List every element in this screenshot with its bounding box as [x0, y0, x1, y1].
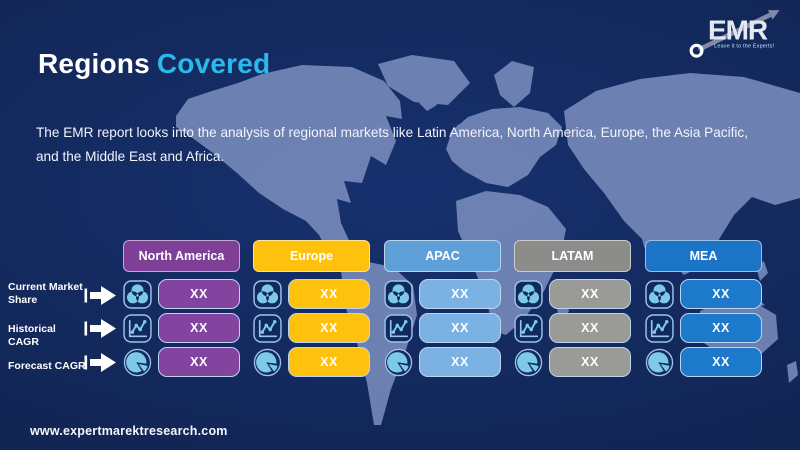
description-text: The EMR report looks into the analysis o… — [36, 125, 748, 164]
region-column-latam: LATAM XX XX XX — [514, 240, 631, 385]
region-header-latam: LATAM — [514, 240, 631, 272]
page-title: Regions Covered — [38, 48, 270, 80]
pie-chart-icon — [384, 348, 413, 377]
value-pill: XX — [549, 279, 631, 309]
line-chart-icon — [645, 314, 674, 343]
pie-chart-icon — [645, 348, 674, 377]
value-pill: XX — [288, 279, 370, 309]
cell-apac-forecast-cagr: XX — [384, 347, 501, 378]
cell-latam-historical-cagr: XX — [514, 313, 631, 344]
venn-market-share-icon — [384, 280, 413, 309]
cell-mea-historical-cagr: XX — [645, 313, 762, 344]
cell-eu-forecast-cagr: XX — [253, 347, 370, 378]
value-pill: XX — [680, 279, 762, 309]
cell-mea-market-share: XX — [645, 279, 762, 310]
region-header-mea: MEA — [645, 240, 762, 272]
line-chart-icon — [514, 314, 543, 343]
row-label-forecast-cagr: Forecast CAGR — [8, 360, 86, 372]
emr-logo: EMR Leave it to the Experts! — [689, 10, 780, 58]
right-arrow-icon — [84, 283, 117, 308]
value-pill: XX — [288, 313, 370, 343]
title-primary: Regions — [38, 48, 150, 79]
value-pill: XX — [549, 347, 631, 377]
venn-market-share-icon — [253, 280, 282, 309]
value-pill: XX — [158, 279, 240, 309]
venn-market-share-icon — [514, 280, 543, 309]
cell-latam-market-share: XX — [514, 279, 631, 310]
line-chart-icon — [123, 314, 152, 343]
region-column-apac: APAC XX XX XX — [384, 240, 501, 385]
cell-na-historical-cagr: XX — [123, 313, 240, 344]
region-column-europe: Europe XX XX XX — [253, 240, 370, 385]
region-header-apac: APAC — [384, 240, 501, 272]
cell-na-forecast-cagr: XX — [123, 347, 240, 378]
value-pill: XX — [549, 313, 631, 343]
value-pill: XX — [419, 347, 501, 377]
title-accent: Covered — [156, 48, 271, 79]
region-header-north-america: North America — [123, 240, 240, 272]
value-pill: XX — [288, 347, 370, 377]
logo-circle-icon — [689, 43, 704, 58]
cell-eu-market-share: XX — [253, 279, 370, 310]
cell-na-market-share: XX — [123, 279, 240, 310]
cell-mea-forecast-cagr: XX — [645, 347, 762, 378]
region-header-europe: Europe — [253, 240, 370, 272]
emr-tagline: Leave it to the Experts! — [714, 44, 774, 50]
website-url: www.expertmarektresearch.com — [30, 424, 228, 438]
value-pill: XX — [680, 347, 762, 377]
region-column-north-america: North America XX XX XX — [123, 240, 240, 385]
value-pill: XX — [419, 279, 501, 309]
cell-eu-historical-cagr: XX — [253, 313, 370, 344]
cell-apac-market-share: XX — [384, 279, 501, 310]
value-pill: XX — [158, 313, 240, 343]
emr-logo-text: EMR — [708, 14, 768, 45]
value-pill: XX — [158, 347, 240, 377]
pie-chart-icon — [253, 348, 282, 377]
pie-chart-icon — [123, 348, 152, 377]
row-label-historical-cagr: Historical CAGR — [8, 323, 56, 348]
venn-market-share-icon — [645, 280, 674, 309]
right-arrow-icon — [84, 316, 117, 341]
value-pill: XX — [680, 313, 762, 343]
region-column-mea: MEA XX XX XX — [645, 240, 762, 385]
line-chart-icon — [384, 314, 413, 343]
row-label-current-market-share: Current Market Share — [8, 281, 83, 306]
cell-apac-historical-cagr: XX — [384, 313, 501, 344]
venn-market-share-icon — [123, 280, 152, 309]
cell-latam-forecast-cagr: XX — [514, 347, 631, 378]
right-arrow-icon — [84, 350, 117, 375]
pie-chart-icon — [514, 348, 543, 377]
value-pill: XX — [419, 313, 501, 343]
line-chart-icon — [253, 314, 282, 343]
logo-arrow-icon — [767, 10, 780, 20]
